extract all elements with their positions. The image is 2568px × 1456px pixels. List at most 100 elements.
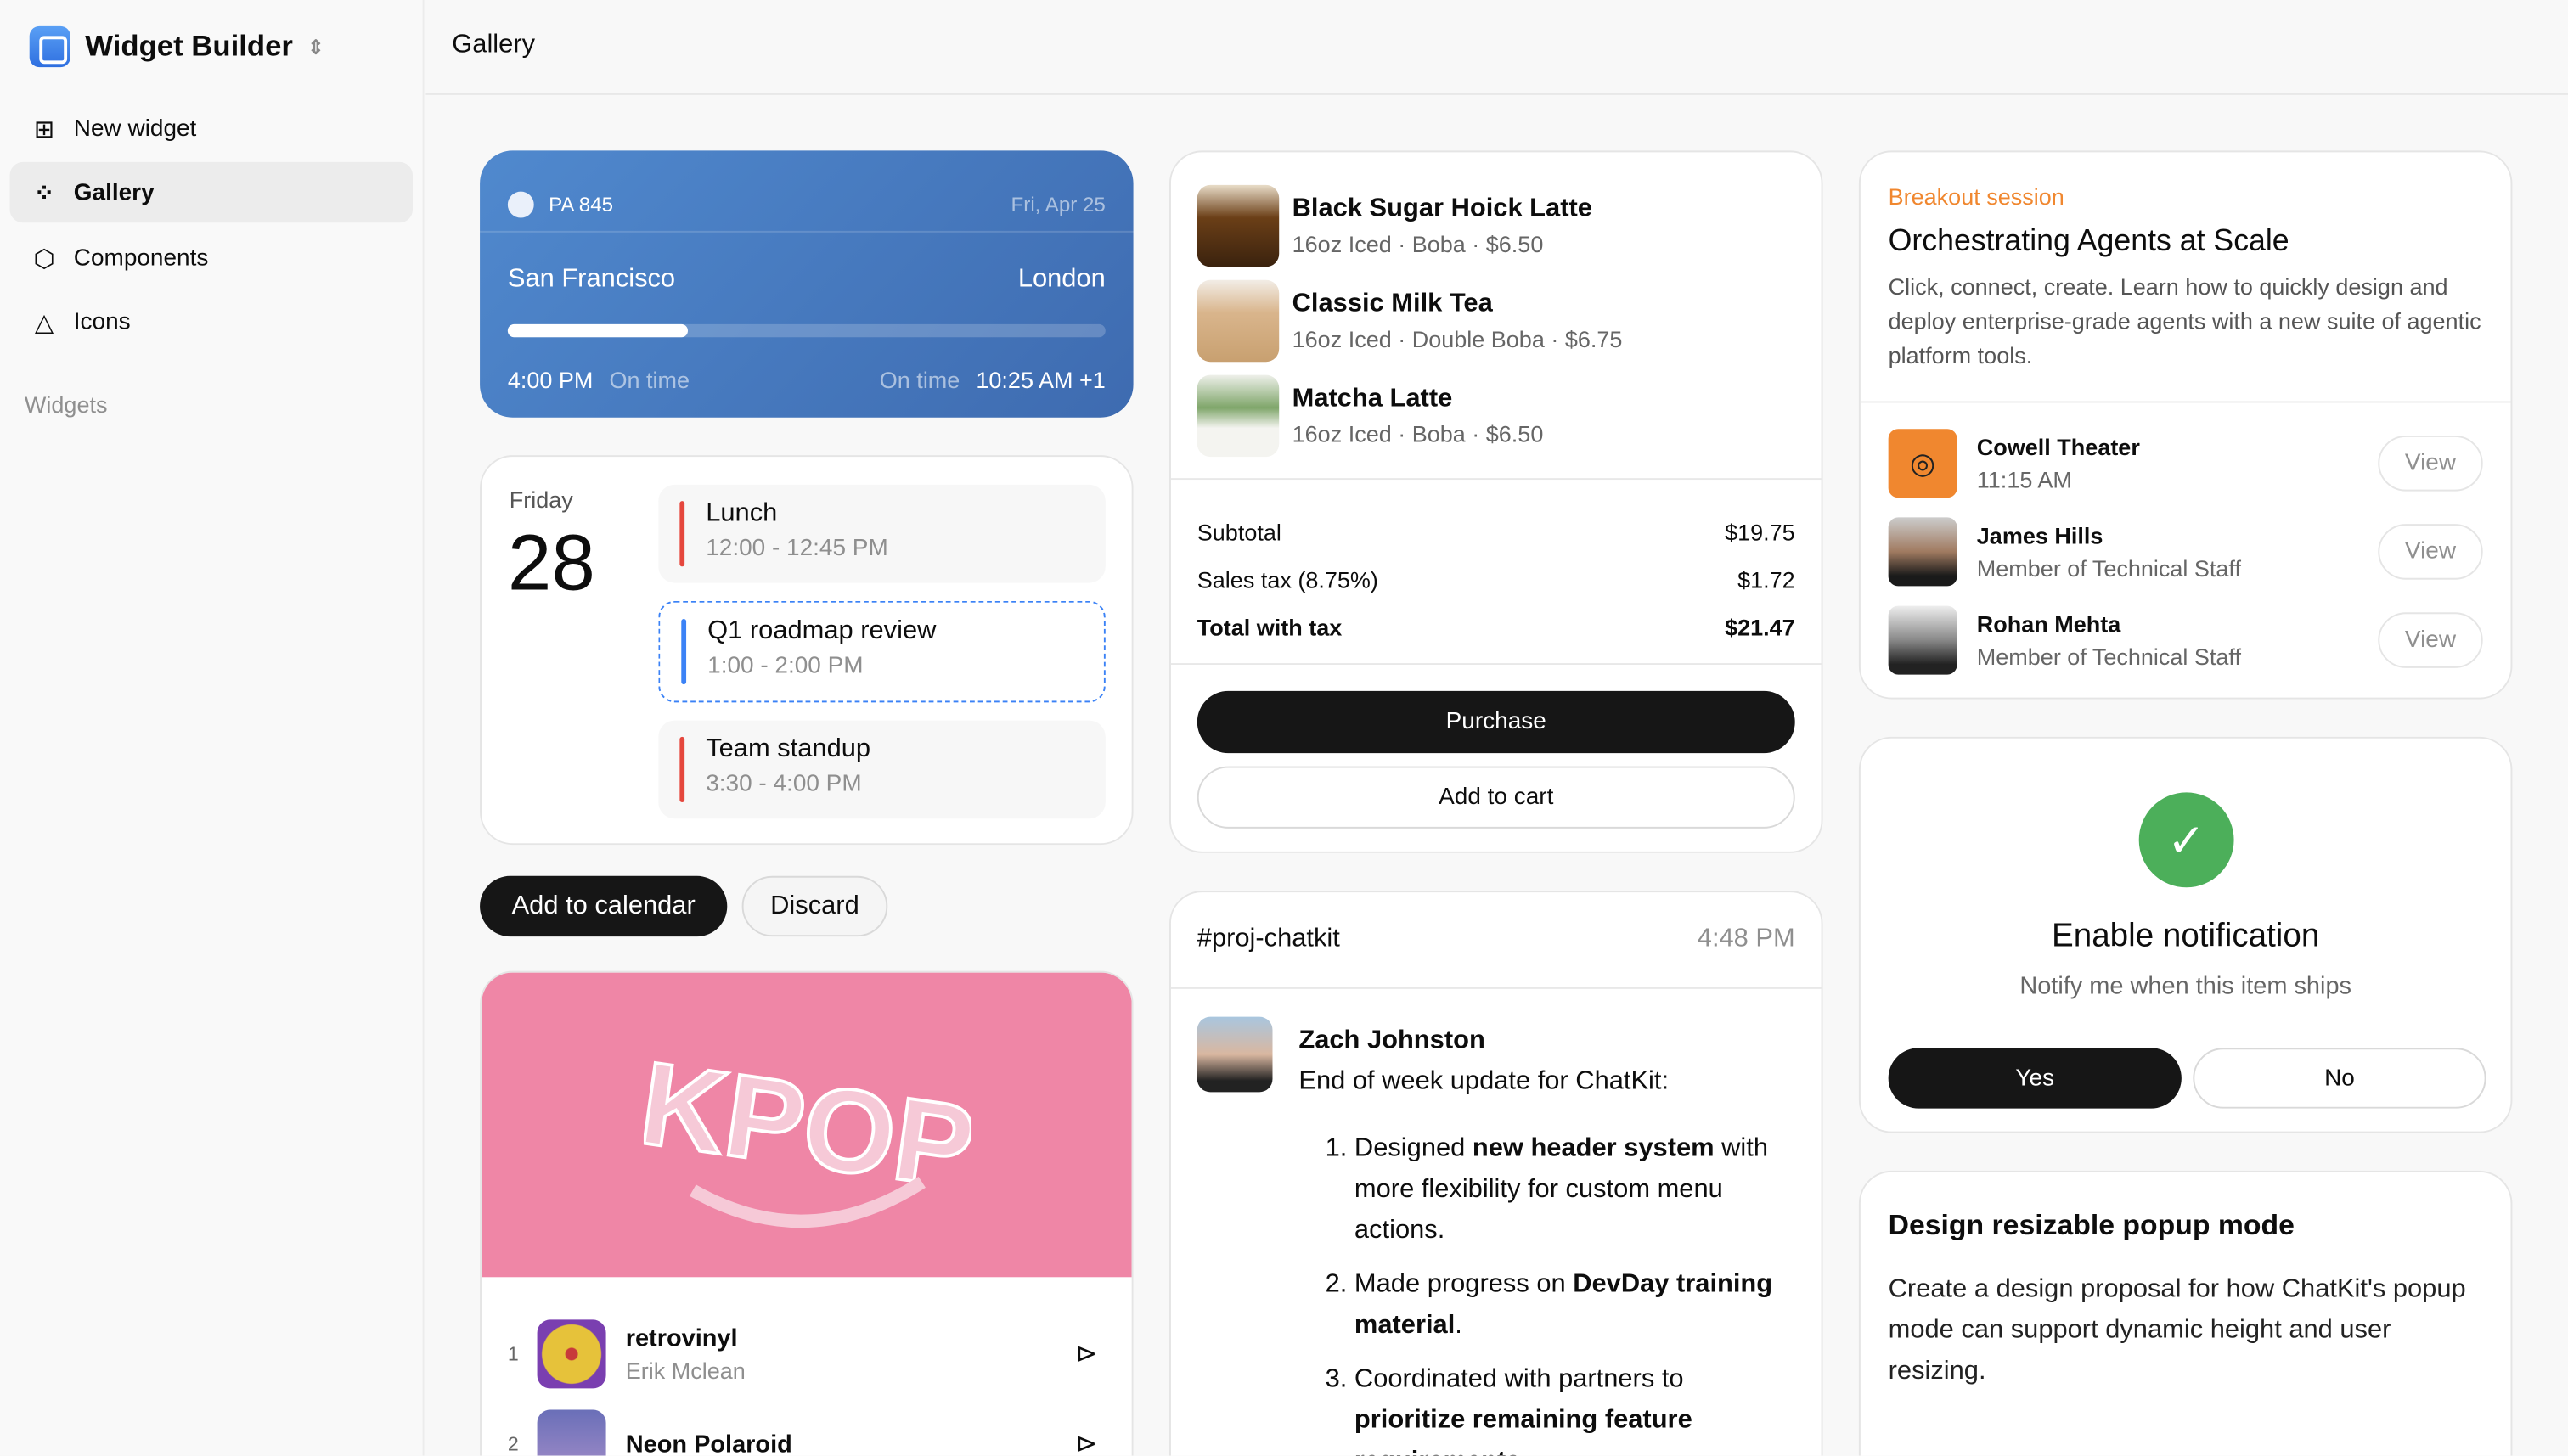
calendar-widget: Friday 28 Lunch 12:00 - 12:45 PM Q1 roadm… (480, 455, 1134, 846)
purchase-button[interactable]: Purchase (1197, 690, 1795, 754)
nav-label: Components (73, 245, 209, 272)
add-to-calendar-button[interactable]: Add to calendar (480, 875, 728, 937)
drink-image (1197, 184, 1280, 267)
event-color-bar (679, 736, 685, 802)
event-time: 1:00 - 2:00 PM (707, 653, 864, 680)
list-item: Designed new header system with more fle… (1354, 1128, 1795, 1251)
flight-progress-bar (507, 323, 1106, 338)
track-title: Neon Polaroid (625, 1430, 792, 1456)
track-title: retrovinyl (625, 1324, 738, 1352)
track-artist: Erik Mclean (625, 1357, 746, 1384)
session-eyebrow: Breakout session (1888, 183, 2064, 210)
drink-image (1197, 374, 1280, 458)
cube-icon: ⬡ (33, 245, 55, 273)
item-name: Black Sugar Hoick Latte (1292, 194, 1592, 223)
order-widget: Black Sugar Hoick Latte 16oz Iced · Boba … (1169, 150, 1823, 853)
play-icon[interactable]: ⊳ (1075, 1431, 1098, 1456)
event-color-bar (681, 618, 687, 685)
event-time: 3:30 - 4:00 PM (706, 771, 862, 798)
destination-city: London (1017, 265, 1106, 294)
task-title: Design resizable popup mode (1888, 1208, 2295, 1241)
album-art: KPOP (481, 972, 1132, 1278)
view-button[interactable]: View (2378, 524, 2483, 580)
add-to-cart-button[interactable]: Add to cart (1197, 766, 1795, 829)
task-description: Create a design proposal for how ChatKit… (1888, 1275, 2466, 1386)
author-name: Zach Johnston (1298, 1026, 1485, 1054)
order-item: Classic Milk Tea 16oz Iced · Double Boba … (1197, 273, 1795, 368)
subtotal-label: Subtotal (1197, 518, 1281, 545)
track-row[interactable]: 2 Neon Polaroid ⊳ (507, 1409, 1098, 1456)
event-title: Team standup (706, 734, 871, 763)
music-widget: KPOP 1 retrovinyl Erik Mclean ⊳ 2 Neon Pola… (480, 970, 1134, 1456)
flight-widget: PA 845 Fri, Apr 25 San Francisco London 4… (480, 150, 1134, 418)
nav-label: Icons (73, 308, 131, 335)
airline-logo-icon (507, 191, 534, 218)
arrive-time: 10:25 AM +1 (976, 366, 1106, 393)
subtotal-value: $19.75 (1725, 518, 1795, 545)
speaker-avatar (1888, 517, 1957, 587)
grid-icon: ⁘ (33, 179, 55, 207)
order-item: Matcha Latte 16oz Iced · Boba · $6.50 (1197, 368, 1795, 464)
notify-title: Enable notification (2052, 918, 2320, 955)
session-widget: Breakout session Orchestrating Agents at… (1858, 150, 2513, 700)
speaker-name: Rohan Mehta (1976, 610, 2121, 638)
event-title: Q1 roadmap review (707, 617, 937, 645)
session-description: Click, connect, create. Learn how to qui… (1888, 273, 2481, 368)
view-button[interactable]: View (2378, 435, 2483, 492)
calendar-event-new[interactable]: Q1 roadmap review 1:00 - 2:00 PM (658, 600, 1106, 703)
chat-widget: #proj-chatkit 4:48 PM Zach Johnston End o… (1169, 891, 1823, 1456)
author-avatar (1197, 1016, 1273, 1093)
sidebar-item-gallery[interactable]: ⁘ Gallery (9, 161, 413, 223)
item-detail: 16oz Iced · Boba · $6.50 (1292, 420, 1544, 447)
flight-progress-fill (507, 323, 688, 338)
location-time: 11:15 AM (1976, 466, 2072, 493)
total-label: Total with tax (1197, 613, 1343, 640)
track-row[interactable]: 1 retrovinyl Erik Mclean ⊳ (507, 1319, 1098, 1389)
speaker-row: Rohan Mehta Member of Technical Staff View (1888, 596, 2483, 684)
tax-label: Sales tax (8.75%) (1197, 565, 1378, 593)
calendar-event[interactable]: Lunch 12:00 - 12:45 PM (658, 484, 1106, 583)
message-time: 4:48 PM (1697, 925, 1795, 953)
sidebar-item-icons[interactable]: △ Icons (10, 291, 413, 351)
event-title: Lunch (706, 499, 778, 527)
app-logo-icon (29, 25, 70, 68)
app-switcher[interactable]: Widget Builder ⇕ (29, 25, 324, 68)
calendar-event[interactable]: Team standup 3:30 - 4:00 PM (658, 720, 1106, 819)
speaker-avatar (1888, 605, 1957, 675)
page-title: Gallery (425, 0, 2568, 95)
speaker-role: Member of Technical Staff (1976, 643, 2241, 670)
drink-image (1197, 279, 1280, 363)
flight-code: PA 845 (549, 193, 614, 216)
session-title: Orchestrating Agents at Scale (1888, 222, 2289, 257)
item-detail: 16oz Iced · Boba · $6.50 (1292, 230, 1544, 257)
yes-button[interactable]: Yes (1888, 1048, 2182, 1109)
arrive-status: On time (879, 366, 960, 393)
speaker-row: James Hills Member of Technical Staff View (1888, 508, 2483, 596)
track-number: 1 (507, 1342, 519, 1366)
app-title: Widget Builder (85, 29, 293, 63)
discard-button[interactable]: Discard (741, 875, 888, 937)
no-button[interactable]: No (2193, 1048, 2486, 1109)
view-button[interactable]: View (2378, 612, 2483, 668)
plus-square-icon: ⊞ (33, 115, 55, 143)
check-icon: ✓ (2138, 792, 2234, 888)
depart-status: On time (609, 366, 690, 393)
shapes-icon: △ (34, 308, 54, 337)
sidebar-item-new-widget[interactable]: ⊞ New widget (10, 98, 413, 159)
notify-subtitle: Notify me when this item ships (2019, 972, 2352, 1001)
order-item: Black Sugar Hoick Latte 16oz Iced · Boba … (1197, 178, 1795, 273)
channel-name: #proj-chatkit (1197, 925, 1340, 953)
play-icon[interactable]: ⊳ (1075, 1341, 1098, 1369)
track-artwork (537, 1319, 606, 1389)
calendar-date: 28 (507, 520, 595, 608)
total-value: $21.47 (1725, 613, 1795, 640)
track-number: 2 (507, 1432, 519, 1456)
message-text: End of week update for ChatKit: (1298, 1067, 1670, 1096)
nav-label: Gallery (73, 179, 155, 206)
location-row: ◎ Cowell Theater 11:15 AM View (1888, 419, 2483, 508)
item-name: Matcha Latte (1292, 385, 1453, 413)
sidebar-item-components[interactable]: ⬡ Components (10, 228, 413, 288)
kpop-logo: KPOP (643, 1036, 971, 1228)
nav-label: New widget (73, 115, 197, 142)
item-detail: 16oz Iced · Double Boba · $6.75 (1292, 325, 1623, 352)
